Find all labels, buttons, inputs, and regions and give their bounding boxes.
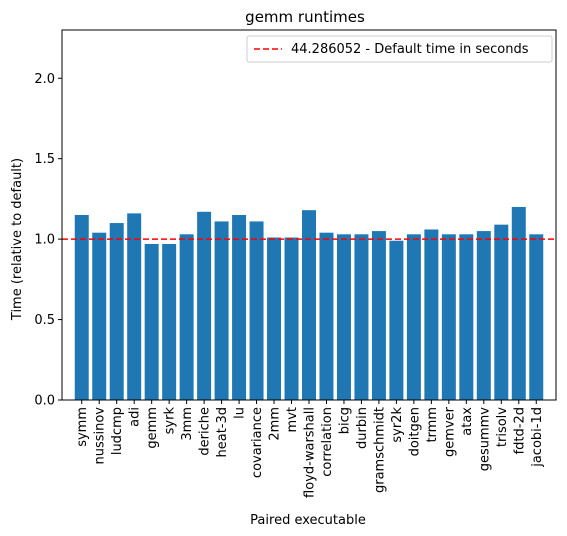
legend-box (246, 35, 553, 63)
bar-covariance (249, 221, 264, 400)
x-tick-label: symm (75, 407, 90, 447)
y-tick-label: 0.0 (34, 394, 55, 409)
bar-deriche (197, 211, 212, 400)
bar-heat-3d (214, 221, 229, 400)
bar-ludcmp (109, 223, 124, 400)
bar-syrk (162, 243, 177, 400)
x-tick-label: gesummv (477, 407, 492, 472)
bar-correlation (319, 232, 334, 400)
bar-adi (127, 213, 142, 400)
bar-fdtd-2d (511, 206, 526, 400)
bar-bicg (336, 234, 351, 400)
x-tick-label: gramschmidt (372, 407, 387, 493)
bar-lu (232, 215, 247, 400)
x-tick-label: deriche (198, 407, 213, 456)
bar-gemm (144, 243, 159, 400)
x-tick-label: lu (233, 407, 248, 419)
x-tick-label: adi (128, 407, 143, 427)
x-tick-label: jacobi-1d (530, 407, 545, 468)
x-tick-label: 2mm (268, 407, 283, 441)
legend: 44.286052 - Default time in seconds (246, 35, 553, 63)
x-tick-label: ludcmp (110, 407, 125, 455)
y-tick-label: 1.0 (34, 233, 55, 248)
x-tick-label: 3mm (180, 407, 195, 441)
x-tick-label: mvt (285, 407, 300, 432)
x-axis-title: Paired executable (250, 513, 366, 528)
bar-atax (459, 234, 474, 400)
bar-gemver (441, 234, 456, 400)
bar-gesummv (476, 231, 491, 400)
x-tick-label: syr2k (390, 407, 405, 443)
legend-label: 44.286052 - Default time in seconds (291, 42, 529, 57)
bar-trisolv (494, 224, 509, 400)
x-tick-label: heat-3d (215, 407, 230, 458)
x-axis: symm nussinov ludcmp adi gemm syrk 3mm deriche h… (75, 400, 545, 498)
y-axis: 0.0 0.5 1.0 1.5 2.0 (34, 72, 62, 409)
bar-3mm (179, 234, 194, 400)
y-tick-label: 1.5 (34, 152, 55, 167)
x-tick-label: nussinov (93, 407, 108, 465)
x-tick-label: trisolv (495, 407, 510, 447)
x-tick-label: trmm (425, 407, 440, 443)
bar-trmm (424, 229, 439, 400)
x-tick-label: floyd-warshall (303, 407, 318, 498)
y-tick-label: 2.0 (34, 72, 55, 87)
bar-doitgen (406, 234, 421, 400)
y-axis-title: Time (relative to default) (10, 158, 25, 321)
x-tick-label: covariance (250, 407, 265, 478)
x-tick-label: gemm (145, 407, 160, 449)
chart-title: gemm runtimes (245, 8, 365, 26)
x-tick-label: atax (460, 407, 475, 436)
bar-gramschmidt (371, 231, 386, 400)
bar-durbin (354, 234, 369, 400)
x-tick-label: doitgen (407, 407, 422, 456)
x-tick-label: durbin (355, 407, 370, 449)
x-tick-label: gemver (442, 406, 457, 457)
bar-syr2k (389, 240, 404, 400)
bar-floyd-warshall (302, 210, 316, 400)
x-tick-label: fdtd-2d (512, 407, 527, 454)
bar-2mm (267, 237, 282, 400)
bar-nussinov (92, 232, 107, 400)
bar-symm (74, 215, 89, 400)
y-tick-label: 0.5 (34, 313, 55, 328)
bars-group (74, 206, 544, 400)
bar-jacobi-1d (529, 234, 544, 400)
x-tick-label: correlation (320, 407, 335, 477)
bar-mvt (284, 237, 299, 400)
x-tick-label: bicg (337, 407, 352, 434)
x-tick-label: syrk (163, 407, 178, 435)
